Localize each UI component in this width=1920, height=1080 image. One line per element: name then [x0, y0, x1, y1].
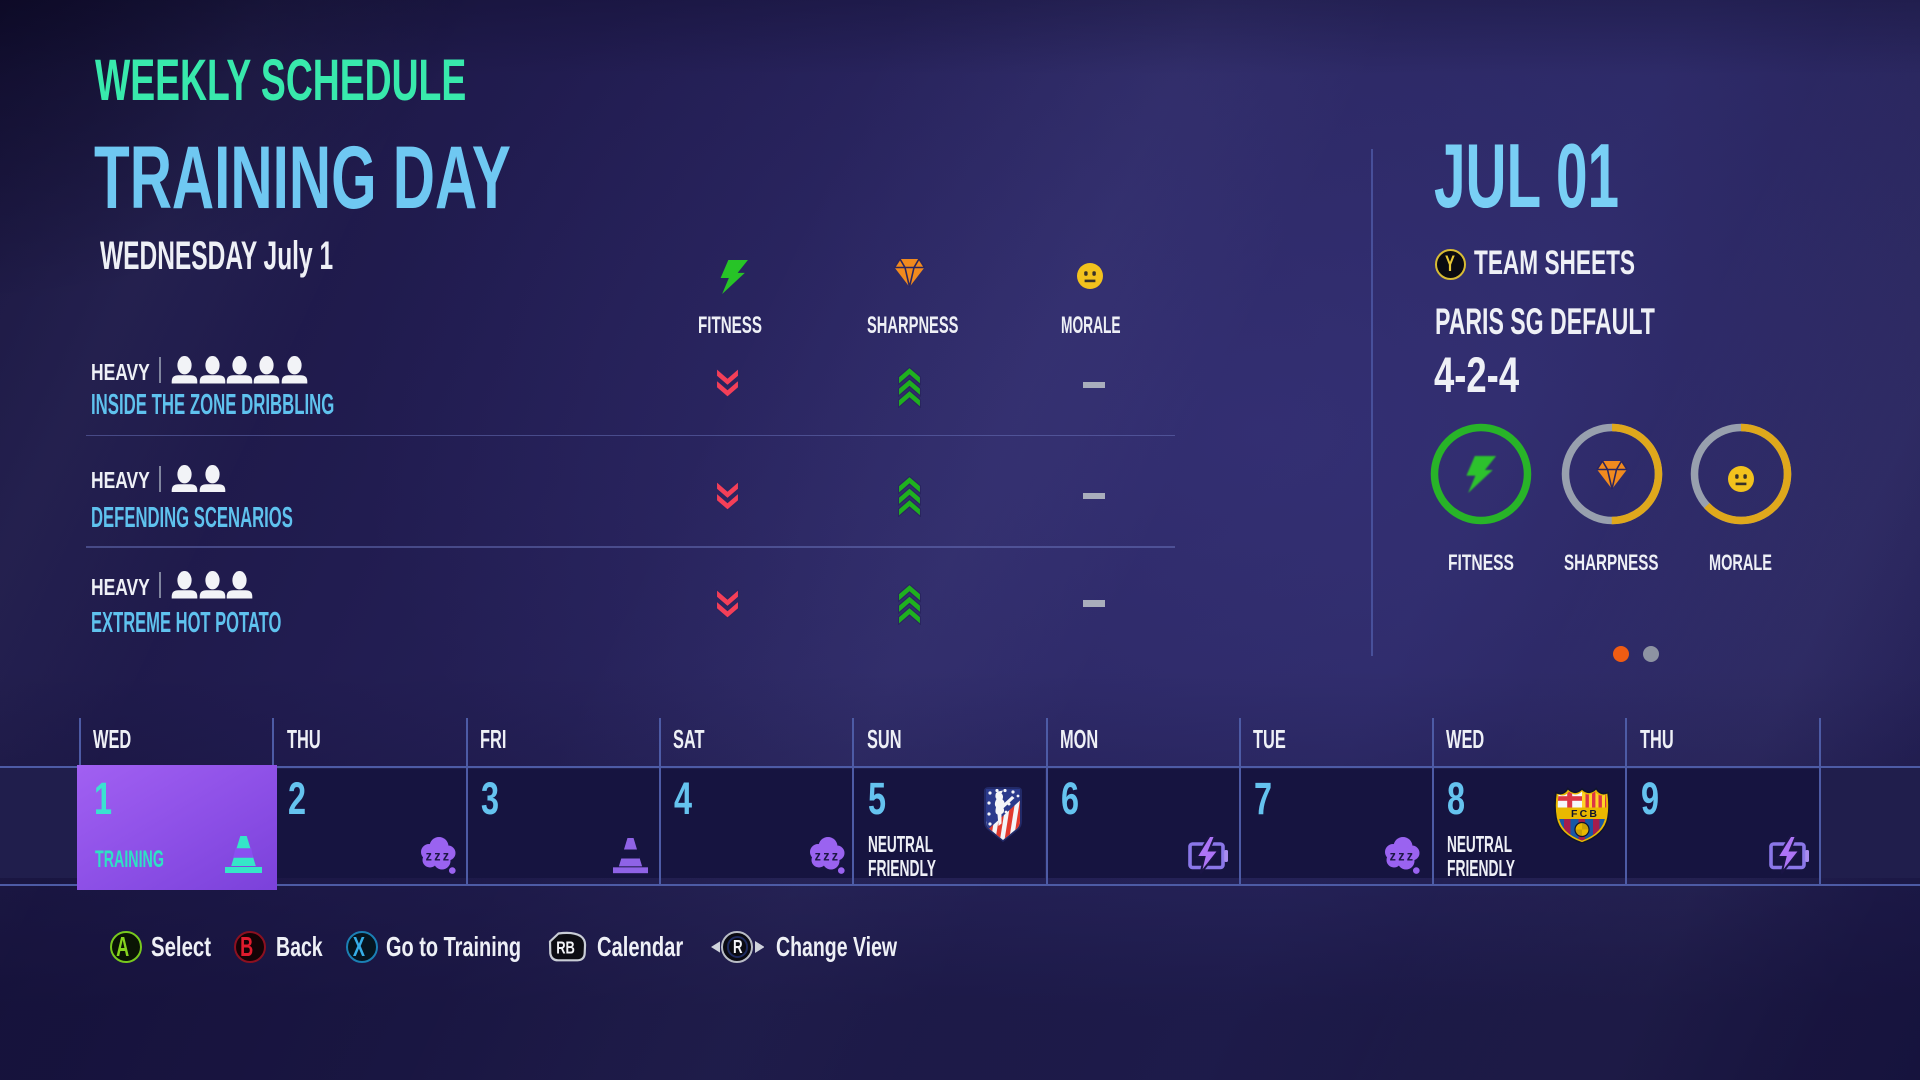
svg-text:z: z — [1406, 848, 1413, 864]
svg-text:z: z — [1398, 848, 1405, 864]
svg-text:RB: RB — [556, 938, 575, 958]
svg-text:z: z — [442, 848, 449, 864]
svg-text:z: z — [823, 848, 830, 864]
svg-text:z: z — [831, 848, 838, 864]
svg-text:z: z — [814, 848, 821, 864]
svg-text:z: z — [1389, 848, 1396, 864]
svg-text:FCB: FCB — [1571, 808, 1599, 820]
svg-text:z: z — [425, 848, 432, 864]
svg-text:z: z — [434, 848, 441, 864]
